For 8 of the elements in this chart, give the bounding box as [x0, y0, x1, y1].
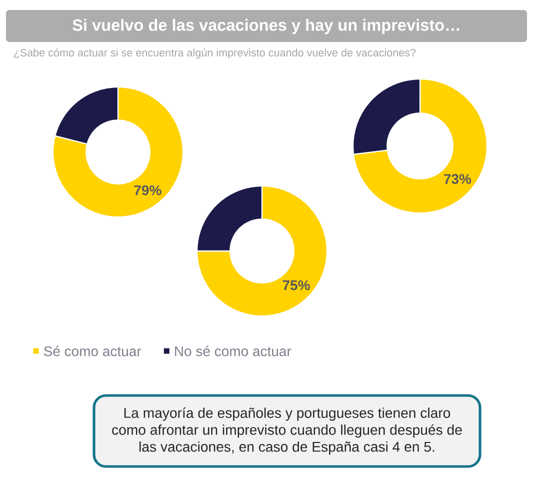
chart-subtitle: ¿Sabe cómo actuar si se encuentra algún imprevisto cuando vuelve de vacaciones? [14, 48, 416, 59]
chart-title: Si vuelvo de las vacaciones y hay un imprevisto… [72, 18, 460, 34]
legend-label: Sé como actuar [44, 346, 142, 356]
text: La mayoría de españoles y portugueses tienen claro como afrontar un imprevisto cuando lleguen después de las vacaciones, en caso de España casi 4 en 5. [112, 407, 462, 455]
data-label: 79% [134, 185, 162, 196]
legend-label: No sé como actuar [175, 346, 292, 356]
data-label: 73% [444, 174, 472, 184]
data-label: 75% [282, 280, 310, 290]
